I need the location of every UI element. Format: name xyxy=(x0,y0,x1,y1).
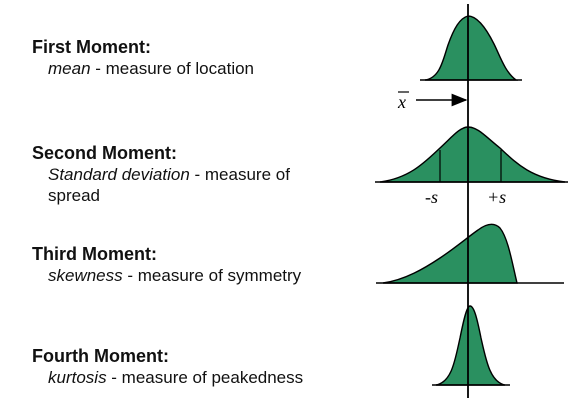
mean-desc: - measure of location xyxy=(90,59,254,78)
xbar-label: x xyxy=(397,92,406,112)
mean-term: mean xyxy=(48,59,91,78)
skewness-term: skewness xyxy=(48,266,123,285)
second-moment-desc-line2: spread xyxy=(48,186,100,205)
first-moment-desc: mean - measure of location xyxy=(32,58,254,79)
first-moment-title: First Moment: xyxy=(32,37,151,57)
first-moment: First Moment: mean - measure of location xyxy=(32,36,254,79)
second-moment-title: Second Moment: xyxy=(32,143,178,163)
kurtosis-term: kurtosis xyxy=(48,368,107,387)
kurtosis-desc: - measure of peakedness xyxy=(106,368,304,387)
fourth-moment-desc: kurtosis - measure of peakedness xyxy=(32,367,303,388)
third-moment-desc: skewness - measure of symmetry xyxy=(32,265,301,286)
sd-desc: - measure of xyxy=(189,165,290,184)
minus-s-label: -s xyxy=(425,187,438,207)
fourth-moment-title: Fourth Moment: xyxy=(32,346,169,366)
skewness-distribution-curve xyxy=(382,223,518,284)
second-moment-desc: Standard deviation - measure of xyxy=(32,164,290,185)
kurtosis-distribution-curve xyxy=(435,305,506,386)
plus-s-label: +s xyxy=(487,187,506,207)
mean-distribution-curve xyxy=(424,15,519,81)
sd-term: Standard deviation xyxy=(48,165,190,184)
sd-distribution-curve xyxy=(379,126,566,183)
third-moment: Third Moment: skewness - measure of symm… xyxy=(32,243,301,286)
third-moment-title: Third Moment: xyxy=(32,244,157,264)
fourth-moment: Fourth Moment: kurtosis - measure of pea… xyxy=(32,345,303,388)
second-moment: Second Moment: Standard deviation - meas… xyxy=(32,142,290,206)
skewness-desc: - measure of symmetry xyxy=(122,266,302,285)
